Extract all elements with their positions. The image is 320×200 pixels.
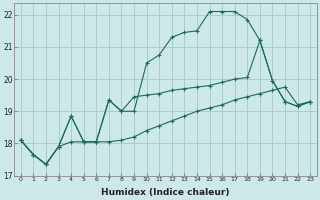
- X-axis label: Humidex (Indice chaleur): Humidex (Indice chaleur): [101, 188, 230, 197]
